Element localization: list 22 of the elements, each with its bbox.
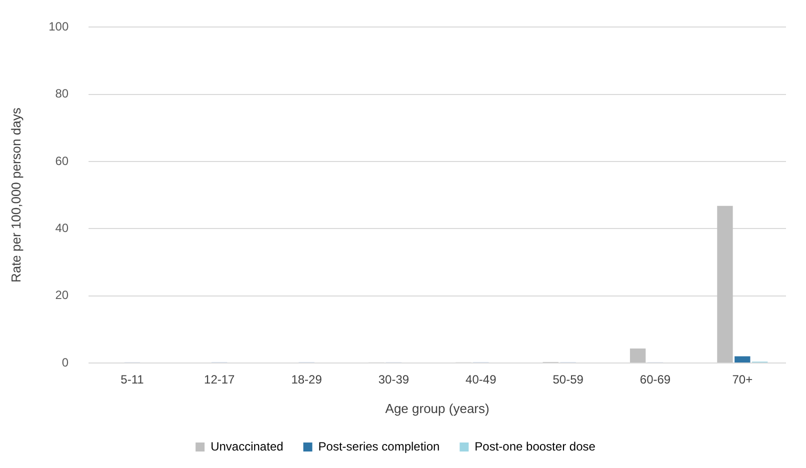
x-tick-label: 12-17 [204,372,236,387]
bar [717,206,733,362]
x-tick-label: 40-49 [466,372,497,387]
x-tick-label: 18-29 [291,372,322,387]
y-tick-label: 20 [55,288,69,302]
x-tick-label: 5-11 [120,372,144,387]
legend-label: Post-one booster dose [474,439,596,454]
y-axis-title: Rate per 100,000 person days [8,107,24,283]
x-axis-title: Age group (years) [385,400,490,416]
x-tick-label: 70+ [732,372,753,387]
bar [630,348,646,362]
y-tick-label: 60 [55,154,69,168]
x-tick-label: 60-69 [640,372,671,387]
y-tick-label: 40 [55,220,69,235]
y-tick-label: 0 [62,355,69,370]
x-tick-label: 50-59 [552,372,584,387]
y-tick-label: 100 [48,20,69,34]
legend-label: Unvaccinated [210,439,284,454]
x-tick-label: 30-39 [378,372,410,387]
legend-label: Post-series completion [318,439,440,454]
bar [734,356,750,362]
y-tick-label: 80 [55,86,69,101]
